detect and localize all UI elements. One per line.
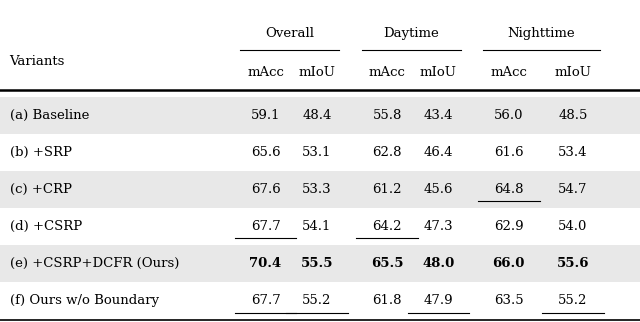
Text: 43.4: 43.4: [424, 109, 453, 122]
Text: mAcc: mAcc: [369, 66, 406, 79]
Text: 46.4: 46.4: [424, 146, 453, 159]
Text: 55.2: 55.2: [558, 294, 588, 307]
Text: 64.2: 64.2: [372, 220, 402, 233]
Text: Variants: Variants: [10, 55, 65, 69]
Text: Overall: Overall: [265, 27, 314, 40]
Text: (c) +CRP: (c) +CRP: [10, 183, 72, 196]
Text: mIoU: mIoU: [298, 66, 335, 79]
Text: 66.0: 66.0: [493, 257, 525, 270]
Text: 55.5: 55.5: [301, 257, 333, 270]
Text: (a) Baseline: (a) Baseline: [10, 109, 89, 122]
Text: 61.2: 61.2: [372, 183, 402, 196]
Text: 45.6: 45.6: [424, 183, 453, 196]
Text: 61.8: 61.8: [372, 294, 402, 307]
Text: 56.0: 56.0: [494, 109, 524, 122]
Text: 54.7: 54.7: [558, 183, 588, 196]
Text: (f) Ours w/o Boundary: (f) Ours w/o Boundary: [10, 294, 159, 307]
Text: 61.6: 61.6: [494, 146, 524, 159]
Text: 55.8: 55.8: [372, 109, 402, 122]
Text: 62.8: 62.8: [372, 146, 402, 159]
Text: 63.5: 63.5: [494, 294, 524, 307]
Text: 48.0: 48.0: [422, 257, 454, 270]
Text: 53.3: 53.3: [302, 183, 332, 196]
Text: 70.4: 70.4: [250, 257, 282, 270]
Text: 55.6: 55.6: [557, 257, 589, 270]
Text: 48.4: 48.4: [302, 109, 332, 122]
Text: 53.4: 53.4: [558, 146, 588, 159]
Text: 59.1: 59.1: [251, 109, 280, 122]
Text: 48.5: 48.5: [558, 109, 588, 122]
Text: mAcc: mAcc: [490, 66, 527, 79]
Text: 64.8: 64.8: [494, 183, 524, 196]
Text: 62.9: 62.9: [494, 220, 524, 233]
Text: (d) +CSRP: (d) +CSRP: [10, 220, 82, 233]
Text: 55.2: 55.2: [302, 294, 332, 307]
Text: Nighttime: Nighttime: [508, 27, 575, 40]
Text: 65.6: 65.6: [251, 146, 280, 159]
Text: 54.1: 54.1: [302, 220, 332, 233]
Text: mIoU: mIoU: [554, 66, 591, 79]
Text: (e) +CSRP+DCFR (Ours): (e) +CSRP+DCFR (Ours): [10, 257, 179, 270]
Text: 65.5: 65.5: [371, 257, 403, 270]
Text: 47.3: 47.3: [424, 220, 453, 233]
Text: mIoU: mIoU: [420, 66, 457, 79]
Text: 67.7: 67.7: [251, 294, 280, 307]
Text: mAcc: mAcc: [247, 66, 284, 79]
Text: 67.6: 67.6: [251, 183, 280, 196]
Text: 67.7: 67.7: [251, 220, 280, 233]
Text: (b) +SRP: (b) +SRP: [10, 146, 72, 159]
Text: 54.0: 54.0: [558, 220, 588, 233]
Text: 53.1: 53.1: [302, 146, 332, 159]
Text: 47.9: 47.9: [424, 294, 453, 307]
Text: Daytime: Daytime: [383, 27, 439, 40]
